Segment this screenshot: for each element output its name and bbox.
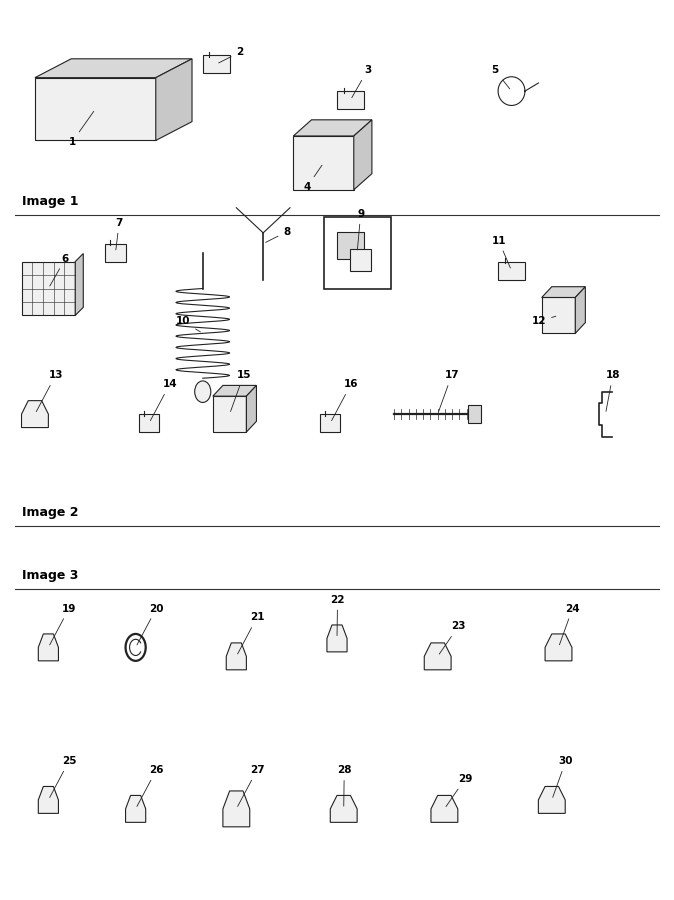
Text: 30: 30 (553, 756, 573, 797)
Polygon shape (337, 91, 364, 109)
Polygon shape (223, 791, 250, 827)
Text: 14: 14 (150, 379, 177, 420)
Polygon shape (293, 136, 354, 190)
Polygon shape (139, 414, 159, 432)
Text: 28: 28 (337, 765, 352, 806)
Text: 23: 23 (439, 621, 466, 654)
Text: 5: 5 (491, 65, 510, 89)
Text: 1: 1 (69, 112, 94, 147)
Polygon shape (320, 414, 340, 432)
Text: 22: 22 (330, 595, 345, 635)
Polygon shape (542, 298, 576, 333)
Polygon shape (498, 262, 525, 280)
Text: 4: 4 (303, 166, 322, 192)
Text: 2: 2 (218, 47, 243, 63)
Polygon shape (247, 385, 256, 432)
Polygon shape (350, 249, 371, 271)
Polygon shape (213, 396, 247, 432)
Polygon shape (424, 643, 451, 670)
Text: 21: 21 (238, 613, 264, 654)
Text: 9: 9 (357, 209, 364, 250)
Text: 7: 7 (115, 218, 123, 250)
Polygon shape (156, 58, 192, 140)
Text: Image 2: Image 2 (22, 506, 78, 519)
Text: 6: 6 (50, 254, 69, 286)
Text: 26: 26 (137, 765, 164, 806)
Text: 18: 18 (605, 370, 620, 411)
Polygon shape (35, 77, 156, 140)
Polygon shape (330, 796, 357, 823)
Text: 13: 13 (36, 370, 63, 411)
Polygon shape (203, 55, 230, 73)
Polygon shape (545, 634, 572, 661)
Polygon shape (431, 796, 458, 823)
Text: 19: 19 (50, 604, 76, 645)
Text: 17: 17 (439, 370, 459, 411)
Polygon shape (22, 400, 49, 428)
Text: Image 1: Image 1 (22, 194, 78, 208)
Polygon shape (35, 58, 192, 77)
Polygon shape (75, 254, 84, 315)
Text: 24: 24 (559, 604, 580, 644)
Text: 8: 8 (266, 227, 290, 242)
Polygon shape (327, 625, 347, 652)
Polygon shape (213, 385, 256, 396)
Polygon shape (468, 405, 481, 423)
Polygon shape (22, 262, 75, 315)
Polygon shape (38, 634, 59, 661)
Polygon shape (576, 287, 585, 333)
Polygon shape (293, 120, 372, 136)
Polygon shape (337, 232, 364, 259)
Text: 27: 27 (238, 765, 264, 806)
Text: Image 3: Image 3 (22, 569, 78, 582)
Text: 25: 25 (50, 756, 76, 797)
Text: 16: 16 (332, 379, 358, 420)
Polygon shape (539, 787, 565, 814)
Text: 20: 20 (137, 604, 164, 645)
Polygon shape (226, 643, 247, 670)
Text: 10: 10 (176, 317, 200, 332)
Text: 12: 12 (532, 316, 556, 327)
Polygon shape (105, 244, 125, 262)
Polygon shape (542, 287, 585, 298)
Polygon shape (125, 796, 146, 823)
Text: 29: 29 (446, 774, 472, 806)
Circle shape (195, 381, 211, 402)
Text: 11: 11 (491, 236, 510, 268)
Polygon shape (354, 120, 372, 190)
Polygon shape (38, 787, 59, 814)
Text: 15: 15 (231, 370, 251, 411)
Text: 3: 3 (352, 65, 371, 98)
